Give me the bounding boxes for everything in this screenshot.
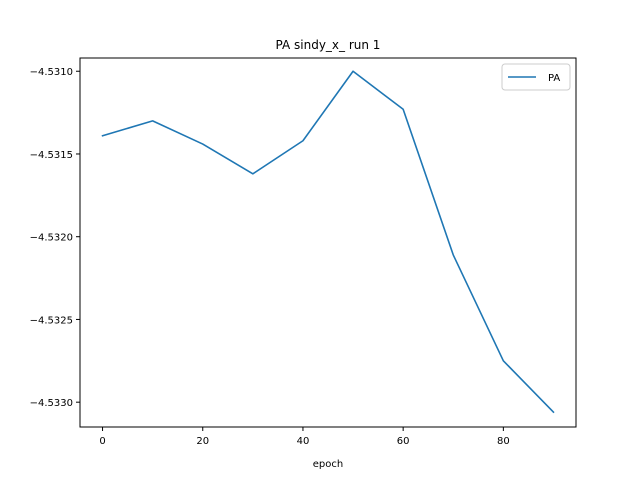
x-axis-ticks: 0 20 40 60 80 [99, 427, 510, 447]
x-tick-label: 60 [397, 436, 410, 447]
x-tick-label: 40 [297, 436, 310, 447]
series-layer [101, 70, 555, 414]
y-axis-ticks: −4.5330 −4.5325 −4.5320 −4.5315 −4.5310 [30, 67, 80, 409]
y-tick-label: −4.5315 [30, 150, 73, 161]
x-tick-label: 20 [196, 436, 209, 447]
x-tick-label: 0 [99, 436, 105, 447]
y-tick-label: −4.5320 [30, 233, 73, 244]
chart-title: PA sindy_x_ run 1 [276, 38, 381, 52]
legend-label: PA [548, 73, 560, 84]
x-tick-label: 80 [497, 436, 510, 447]
axes-frame [79, 57, 577, 428]
legend: PA [501, 63, 571, 91]
y-tick-label: −4.5330 [30, 398, 73, 409]
y-tick-label: −4.5310 [30, 67, 73, 78]
y-tick-label: −4.5325 [30, 315, 73, 326]
series-line-pa [101, 70, 555, 414]
x-axis-label: epoch [313, 459, 343, 470]
plot-area [79, 57, 577, 428]
